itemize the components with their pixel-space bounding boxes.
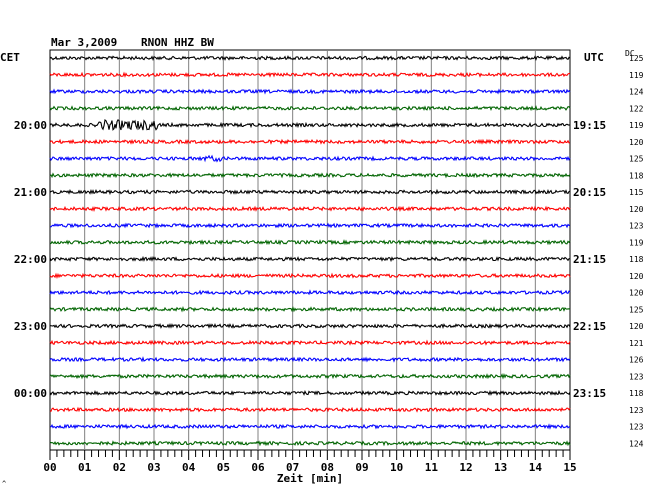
right-time-label: 20:15: [573, 186, 606, 199]
seismic-trace: [49, 305, 571, 313]
seismic-trace: [49, 389, 571, 397]
left-time-label: 20:00: [14, 119, 47, 132]
seismic-trace: [49, 105, 571, 112]
corner-mark: ^: [2, 480, 6, 488]
seismic-trace: [49, 88, 571, 95]
x-tick-label: 04: [182, 461, 196, 474]
seismic-trace: [49, 172, 571, 179]
left-time-label: 23:00: [14, 320, 47, 333]
x-tick-label: 03: [147, 461, 160, 474]
dc-header-label: DC: [625, 49, 635, 58]
seismic-trace: [49, 373, 571, 380]
right-time-label: 22:15: [573, 320, 606, 333]
x-tick-label: 15: [563, 461, 576, 474]
plot-border: [49, 49, 571, 451]
seismic-trace: [49, 356, 571, 363]
dc-value-label: 124: [629, 439, 644, 448]
seismic-trace: [49, 289, 571, 296]
x-tick-label: 01: [78, 461, 92, 474]
left-time-label: 22:00: [14, 253, 47, 266]
left-time-label: 00:00: [14, 387, 47, 400]
seismic-trace: [49, 406, 571, 413]
dc-value-label: 123: [629, 406, 644, 415]
x-tick-label: 05: [217, 461, 230, 474]
x-tick-label: 14: [529, 461, 543, 474]
x-axis-label: Zeit [min]: [277, 472, 343, 485]
chart-title-date: Mar 3,2009: [51, 36, 117, 49]
x-axis: 00 01 02 03 04 05 06 07 08 09 10 11 12 13 14 15: [43, 450, 577, 474]
seismic-trace: [49, 55, 571, 61]
left-time-label: 21:00: [14, 186, 47, 199]
seismic-trace: [49, 222, 571, 229]
dc-value-label: 120: [629, 289, 644, 298]
dc-value-label: 125: [629, 54, 644, 63]
dc-value-label: 118: [629, 171, 644, 180]
seismic-trace: [49, 154, 571, 163]
x-tick-label: 09: [355, 461, 368, 474]
dc-value-label: 119: [629, 121, 644, 130]
dc-value-label: 119: [629, 71, 644, 80]
right-time-labels: 19:15 20:15 21:15 22:15 23:15: [573, 119, 606, 400]
right-zone-label: UTC: [584, 51, 604, 64]
right-time-label: 21:15: [573, 253, 606, 266]
x-tick-label: 00: [43, 461, 56, 474]
dc-value-label: 115: [629, 188, 644, 197]
x-tick-label: 10: [390, 461, 403, 474]
dc-value-label: 123: [629, 423, 644, 432]
seismic-trace: [49, 71, 571, 78]
dc-value-label: 123: [629, 222, 644, 231]
dc-value-label: 126: [629, 356, 644, 365]
dc-value-label: 121: [629, 339, 644, 348]
dc-value-label: 123: [629, 372, 644, 381]
dc-value-label: 124: [629, 88, 644, 97]
dc-value-label: 120: [629, 138, 644, 147]
x-tick-label: 13: [494, 461, 507, 474]
x-tick-label: 08: [321, 461, 334, 474]
x-tick-label: 07: [286, 461, 299, 474]
dc-values: 125 119 124 122 119 120 125 118 115 120 123 119 118 1…: [629, 54, 644, 448]
grid-lines: [84, 50, 536, 450]
seismic-trace: [49, 322, 571, 330]
seismic-trace: [49, 339, 571, 346]
dc-value-label: 125: [629, 155, 644, 164]
x-tick-label: 11: [425, 461, 439, 474]
right-time-label: 23:15: [573, 387, 606, 400]
seismic-trace: [49, 440, 571, 447]
seismic-trace: [49, 272, 571, 279]
x-tick-label: 02: [113, 461, 126, 474]
x-tick-label: 06: [251, 461, 265, 474]
dc-value-label: 118: [629, 255, 644, 264]
seismic-trace: [49, 188, 571, 196]
seismic-trace: [49, 138, 571, 145]
left-time-labels: 20:00 21:00 22:00 23:00 00:00: [14, 119, 47, 400]
dc-value-label: 122: [629, 104, 644, 113]
left-zone-label: CET: [0, 51, 20, 64]
dc-value-label: 125: [629, 305, 644, 314]
seismic-trace: [49, 239, 571, 246]
right-time-label: 19:15: [573, 119, 606, 132]
x-tick-label: 12: [459, 461, 472, 474]
seismic-trace: [49, 255, 571, 263]
dc-value-label: 118: [629, 389, 644, 398]
dc-value-label: 119: [629, 238, 644, 247]
seismic-trace: [49, 423, 571, 430]
dc-value-label: 120: [629, 322, 644, 331]
chart-title-station: RNON HHZ BW: [141, 36, 214, 49]
plot-frame: [49, 49, 571, 451]
traces: [49, 55, 571, 447]
seismic-trace: [49, 118, 571, 131]
dc-value-label: 120: [629, 272, 644, 281]
dc-value-label: 120: [629, 205, 644, 214]
seismic-trace: [49, 205, 571, 213]
